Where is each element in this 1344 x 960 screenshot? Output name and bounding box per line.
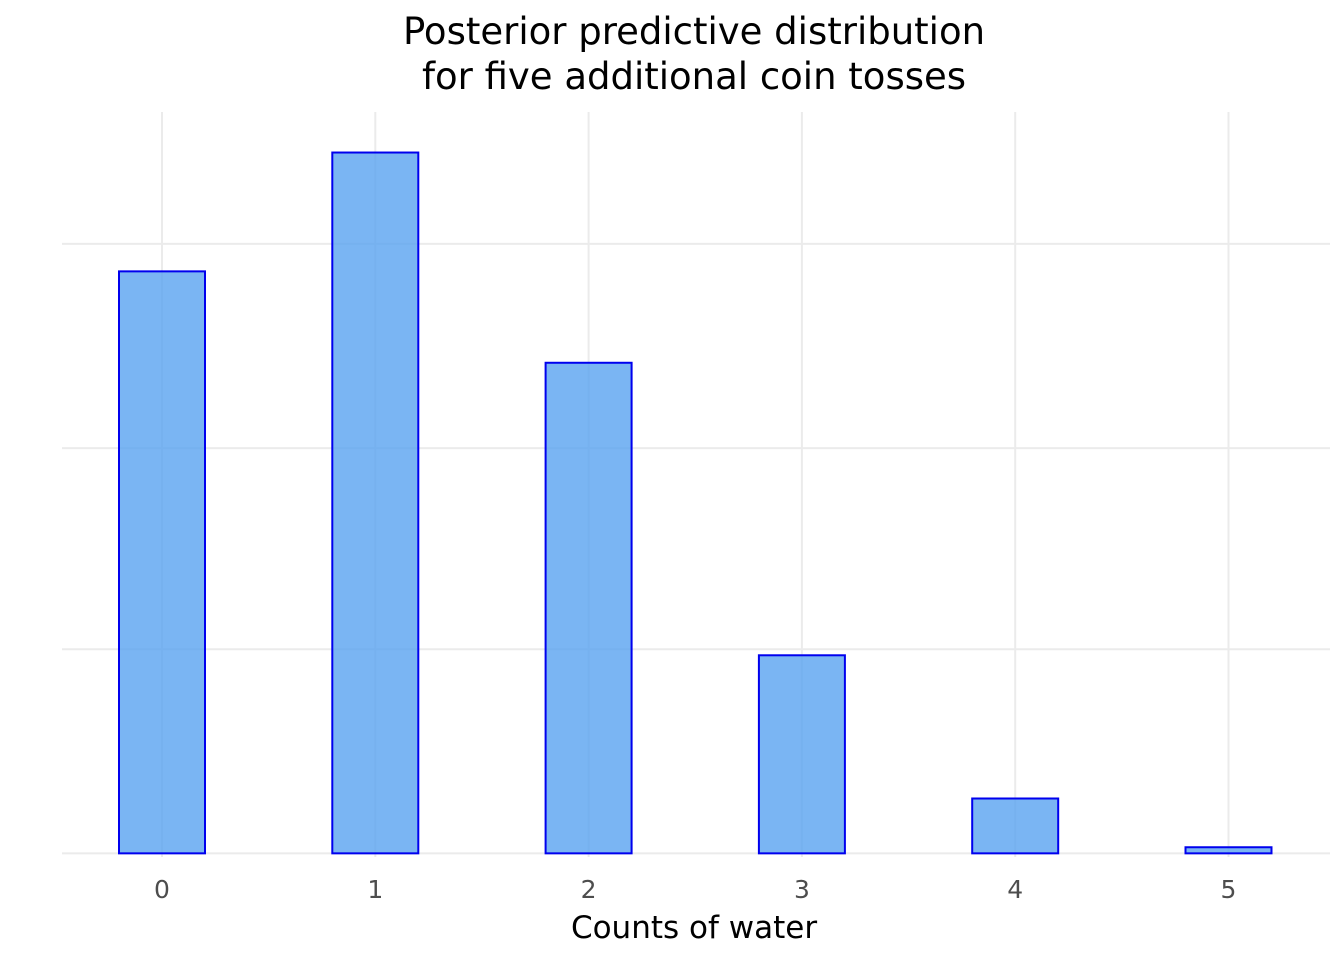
x-tick-label: 4 (1007, 875, 1023, 904)
bar-5 (1184, 846, 1273, 855)
x-tick-label: 2 (581, 875, 597, 904)
grid-layer (62, 112, 1330, 857)
bar-1 (331, 151, 420, 855)
bars-layer (118, 151, 1273, 855)
x-tick-labels: 0 1 2 3 4 5 (154, 875, 1236, 904)
x-axis-label: Counts of water (571, 910, 817, 946)
chart-title-line-1: Posterior predictive distribution (403, 10, 985, 53)
x-tick-label: 5 (1221, 875, 1237, 904)
bar-0 (118, 270, 206, 855)
bar-3 (757, 654, 846, 855)
bar-4 (971, 797, 1060, 855)
bar-2 (544, 361, 633, 855)
x-tick-label: 3 (794, 875, 810, 904)
chart-title-line-2: for five additional coin tosses (422, 55, 966, 98)
x-tick-label: 1 (367, 875, 383, 904)
x-tick-label: 0 (154, 875, 170, 904)
